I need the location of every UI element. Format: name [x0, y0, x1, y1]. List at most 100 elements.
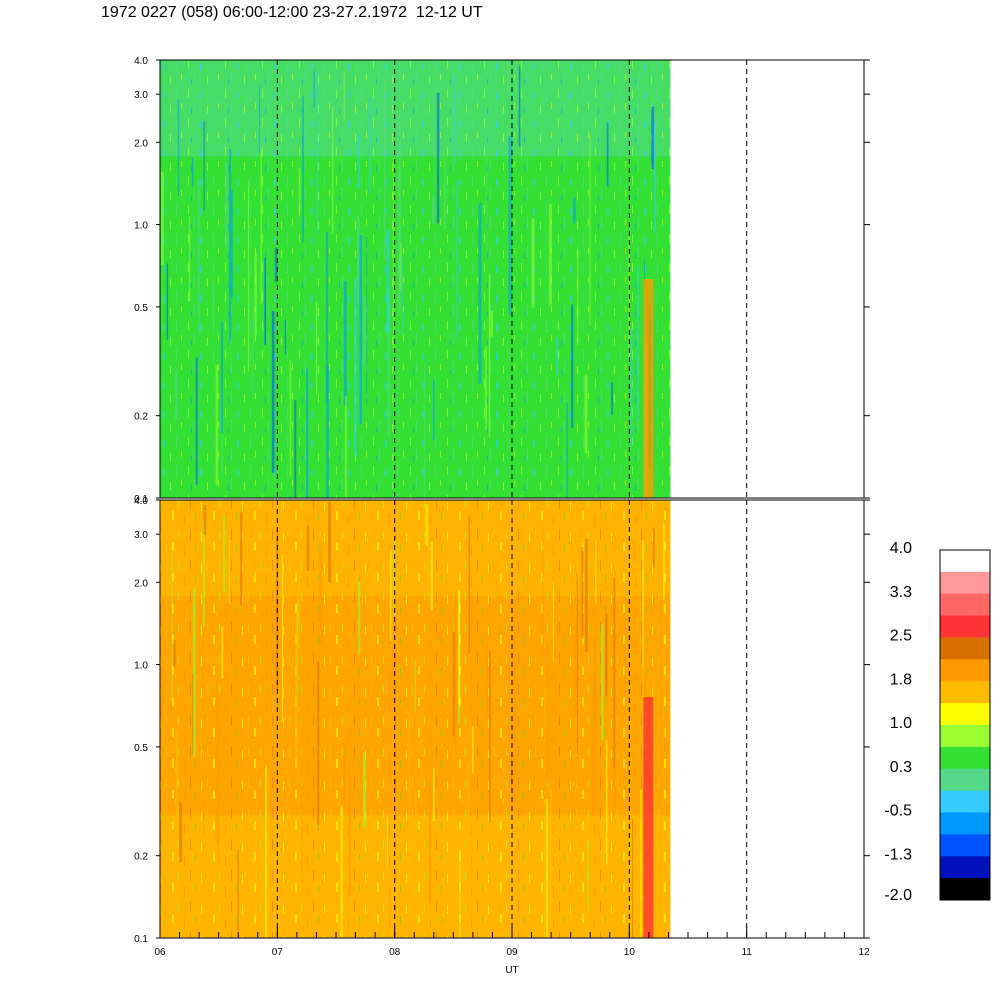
colorbar-label: -1.3	[884, 846, 912, 863]
streak-mark	[508, 135, 512, 315]
streak-mark	[260, 126, 262, 305]
streak-mark	[195, 357, 198, 485]
y-tick-label: 1.0	[134, 221, 148, 232]
streak-mark	[589, 135, 591, 326]
colorbar-swatch	[940, 637, 990, 660]
streak-mark	[393, 539, 396, 617]
streak-mark	[221, 626, 224, 679]
streak-mark	[556, 337, 558, 375]
top-y-ticks: 0.1 0.2 0.5 1.0 2.0 3.0 4.0	[134, 56, 870, 505]
colorbar-swatch	[940, 615, 990, 639]
streak-mark	[518, 65, 521, 147]
streak-mark	[185, 612, 187, 669]
streak-mark	[393, 158, 395, 350]
streak-mark	[490, 310, 493, 337]
streak-mark	[549, 789, 553, 938]
streak-mark	[545, 799, 548, 938]
streak-mark	[606, 122, 609, 187]
streak-mark	[531, 218, 535, 308]
colorbar-swatch	[940, 790, 990, 814]
bottom-panel: 0.1 0.2 0.5 1.0 2.0 3.0 4.0	[134, 496, 870, 945]
streak-mark	[343, 72, 345, 121]
streak-mark	[326, 365, 329, 498]
streak-mark	[230, 189, 233, 298]
streak-mark	[179, 802, 183, 863]
streak-mark	[634, 842, 637, 938]
colorbar-swatch	[940, 856, 990, 879]
colorbar-swatch	[940, 593, 990, 617]
streak-mark	[414, 659, 416, 713]
y-tick-label: 4.0	[134, 496, 148, 507]
streak-mark	[237, 849, 239, 931]
streak-mark	[546, 649, 549, 783]
colorbar: 4.0 3.3 2.5 1.8 1.0 0.3 -0.5 -1.3 -2.0	[884, 540, 991, 904]
streak-mark	[627, 840, 629, 938]
streak-mark	[357, 135, 360, 188]
streak-mark	[632, 818, 634, 938]
streak-mark	[345, 395, 347, 498]
streak-mark	[471, 726, 474, 774]
streak-mark	[359, 235, 362, 425]
streak-mark	[466, 761, 470, 848]
x-tick-label: 11	[741, 947, 752, 958]
streak-mark	[317, 660, 320, 825]
streak-mark	[203, 120, 205, 211]
streak-mark	[166, 263, 169, 340]
streak-mark	[332, 106, 334, 234]
colorbar-swatch	[940, 878, 990, 901]
streak-mark	[652, 680, 655, 824]
colorbar-label: 3.3	[890, 584, 912, 601]
streak-mark	[398, 126, 402, 314]
colorbar-swatch	[940, 768, 990, 792]
streak-mark	[348, 772, 351, 896]
streak-mark	[297, 579, 301, 648]
colorbar-swatch	[940, 812, 990, 835]
streak-mark	[383, 75, 386, 262]
streak-mark	[363, 752, 367, 828]
streak-mark	[601, 624, 604, 740]
streak-mark	[265, 766, 268, 938]
x-tick-label: 07	[272, 947, 284, 958]
bottom-streaks	[162, 501, 666, 938]
streak-mark	[357, 581, 361, 655]
streak-mark	[175, 367, 178, 421]
colorbar-swatch	[940, 703, 990, 726]
streak-mark	[433, 380, 435, 441]
streak-mark	[306, 524, 310, 571]
streak-mark	[614, 771, 617, 806]
streak-mark	[284, 319, 286, 355]
streak-mark	[605, 612, 608, 696]
streak-mark	[595, 539, 597, 605]
streak-mark	[386, 229, 390, 333]
streak-mark	[354, 277, 357, 457]
streak-mark	[340, 805, 343, 938]
streak-mark	[571, 304, 574, 428]
streak-mark	[228, 539, 230, 604]
streak-mark	[252, 299, 254, 397]
streak-mark	[281, 556, 284, 722]
streak-mark	[171, 545, 173, 701]
streak-mark	[402, 256, 404, 335]
streak-mark	[653, 121, 656, 233]
streak-mark	[294, 400, 297, 498]
streak-mark	[192, 588, 196, 757]
streak-mark	[576, 573, 578, 755]
y-tick-label: 3.0	[134, 90, 148, 101]
streak-mark	[229, 149, 232, 341]
streak-mark	[215, 364, 218, 485]
y-tick-label: 3.0	[134, 530, 148, 541]
streak-mark	[203, 505, 207, 535]
streak-mark	[295, 627, 298, 766]
x-tick-label: 12	[858, 947, 870, 958]
top-dashed-lines	[276, 60, 748, 498]
streak-mark	[301, 711, 303, 883]
streak-mark	[630, 327, 633, 447]
streak-mark	[415, 790, 417, 938]
streak-mark	[577, 248, 579, 342]
streak-mark	[173, 639, 176, 668]
streak-mark	[456, 181, 458, 340]
page-title: 1972 0227 (058) 06:00-12:00 23-27.2.1972…	[101, 4, 483, 21]
streak-mark	[271, 311, 275, 473]
streak-mark	[313, 71, 315, 108]
